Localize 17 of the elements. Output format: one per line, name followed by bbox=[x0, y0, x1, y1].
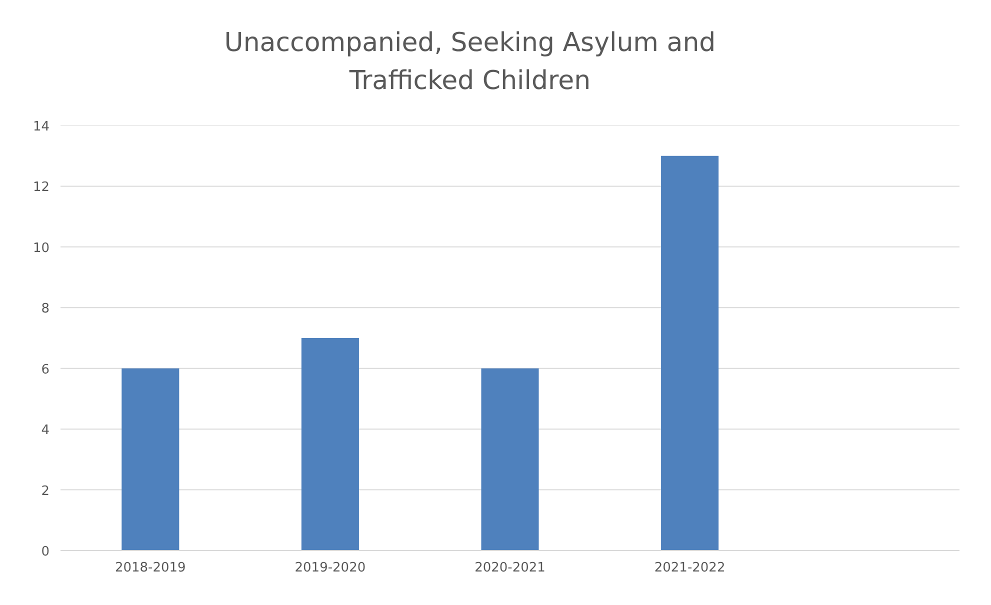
bar bbox=[661, 156, 719, 550]
chart-title: Unaccompanied, Seeking Asylum and Trafficked Children bbox=[223, 27, 717, 98]
x-tick-label: 2020-2021 bbox=[474, 560, 546, 576]
x-tick-label: 2021-2022 bbox=[654, 560, 726, 576]
y-tick-label: 12 bbox=[32, 180, 50, 196]
y-tick-label: 6 bbox=[41, 362, 50, 378]
bar bbox=[301, 338, 359, 550]
y-tick-label: 4 bbox=[41, 423, 50, 438]
x-tick-label: 2019-2020 bbox=[294, 560, 366, 576]
y-tick-label: 10 bbox=[32, 240, 50, 256]
y-tick-label: 14 bbox=[32, 120, 50, 134]
y-tick-label: 0 bbox=[41, 544, 50, 560]
y-tick-label: 2 bbox=[41, 484, 50, 499]
x-tick-label: 2018-2019 bbox=[114, 560, 186, 576]
y-tick-label: 8 bbox=[41, 302, 50, 317]
bar bbox=[122, 368, 180, 550]
bar bbox=[481, 368, 539, 550]
